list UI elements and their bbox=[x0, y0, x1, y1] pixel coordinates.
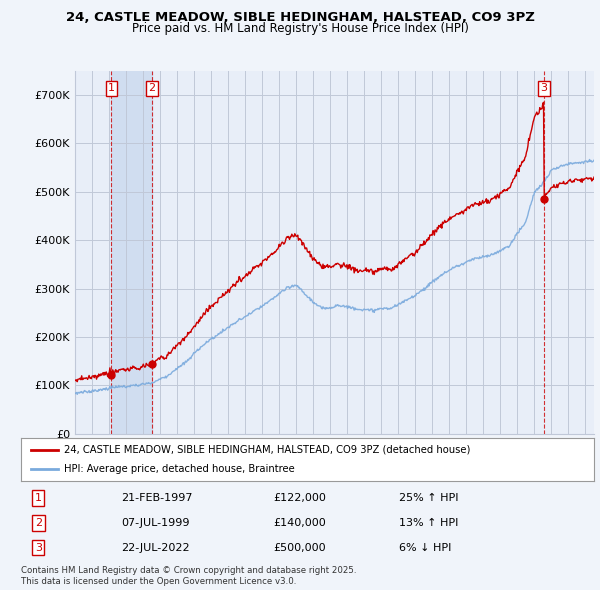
Text: 1: 1 bbox=[108, 84, 115, 93]
Text: 3: 3 bbox=[35, 543, 41, 553]
Text: Price paid vs. HM Land Registry's House Price Index (HPI): Price paid vs. HM Land Registry's House … bbox=[131, 22, 469, 35]
Text: 3: 3 bbox=[541, 84, 547, 93]
Text: 1: 1 bbox=[35, 493, 41, 503]
Text: 24, CASTLE MEADOW, SIBLE HEDINGHAM, HALSTEAD, CO9 3PZ (detached house): 24, CASTLE MEADOW, SIBLE HEDINGHAM, HALS… bbox=[64, 445, 470, 455]
Text: HPI: Average price, detached house, Braintree: HPI: Average price, detached house, Brai… bbox=[64, 464, 295, 474]
Text: 21-FEB-1997: 21-FEB-1997 bbox=[121, 493, 193, 503]
Text: £122,000: £122,000 bbox=[273, 493, 326, 503]
Text: 25% ↑ HPI: 25% ↑ HPI bbox=[399, 493, 458, 503]
Text: £500,000: £500,000 bbox=[273, 543, 326, 553]
Text: 24, CASTLE MEADOW, SIBLE HEDINGHAM, HALSTEAD, CO9 3PZ: 24, CASTLE MEADOW, SIBLE HEDINGHAM, HALS… bbox=[65, 11, 535, 24]
Text: 13% ↑ HPI: 13% ↑ HPI bbox=[399, 518, 458, 527]
Text: 22-JUL-2022: 22-JUL-2022 bbox=[121, 543, 190, 553]
Text: 2: 2 bbox=[35, 518, 42, 527]
Text: 6% ↓ HPI: 6% ↓ HPI bbox=[399, 543, 452, 553]
Text: 2: 2 bbox=[148, 84, 155, 93]
Text: £140,000: £140,000 bbox=[273, 518, 326, 527]
Bar bbox=[111, 71, 152, 434]
Text: Contains HM Land Registry data © Crown copyright and database right 2025.
This d: Contains HM Land Registry data © Crown c… bbox=[21, 566, 356, 586]
Text: 07-JUL-1999: 07-JUL-1999 bbox=[121, 518, 190, 527]
